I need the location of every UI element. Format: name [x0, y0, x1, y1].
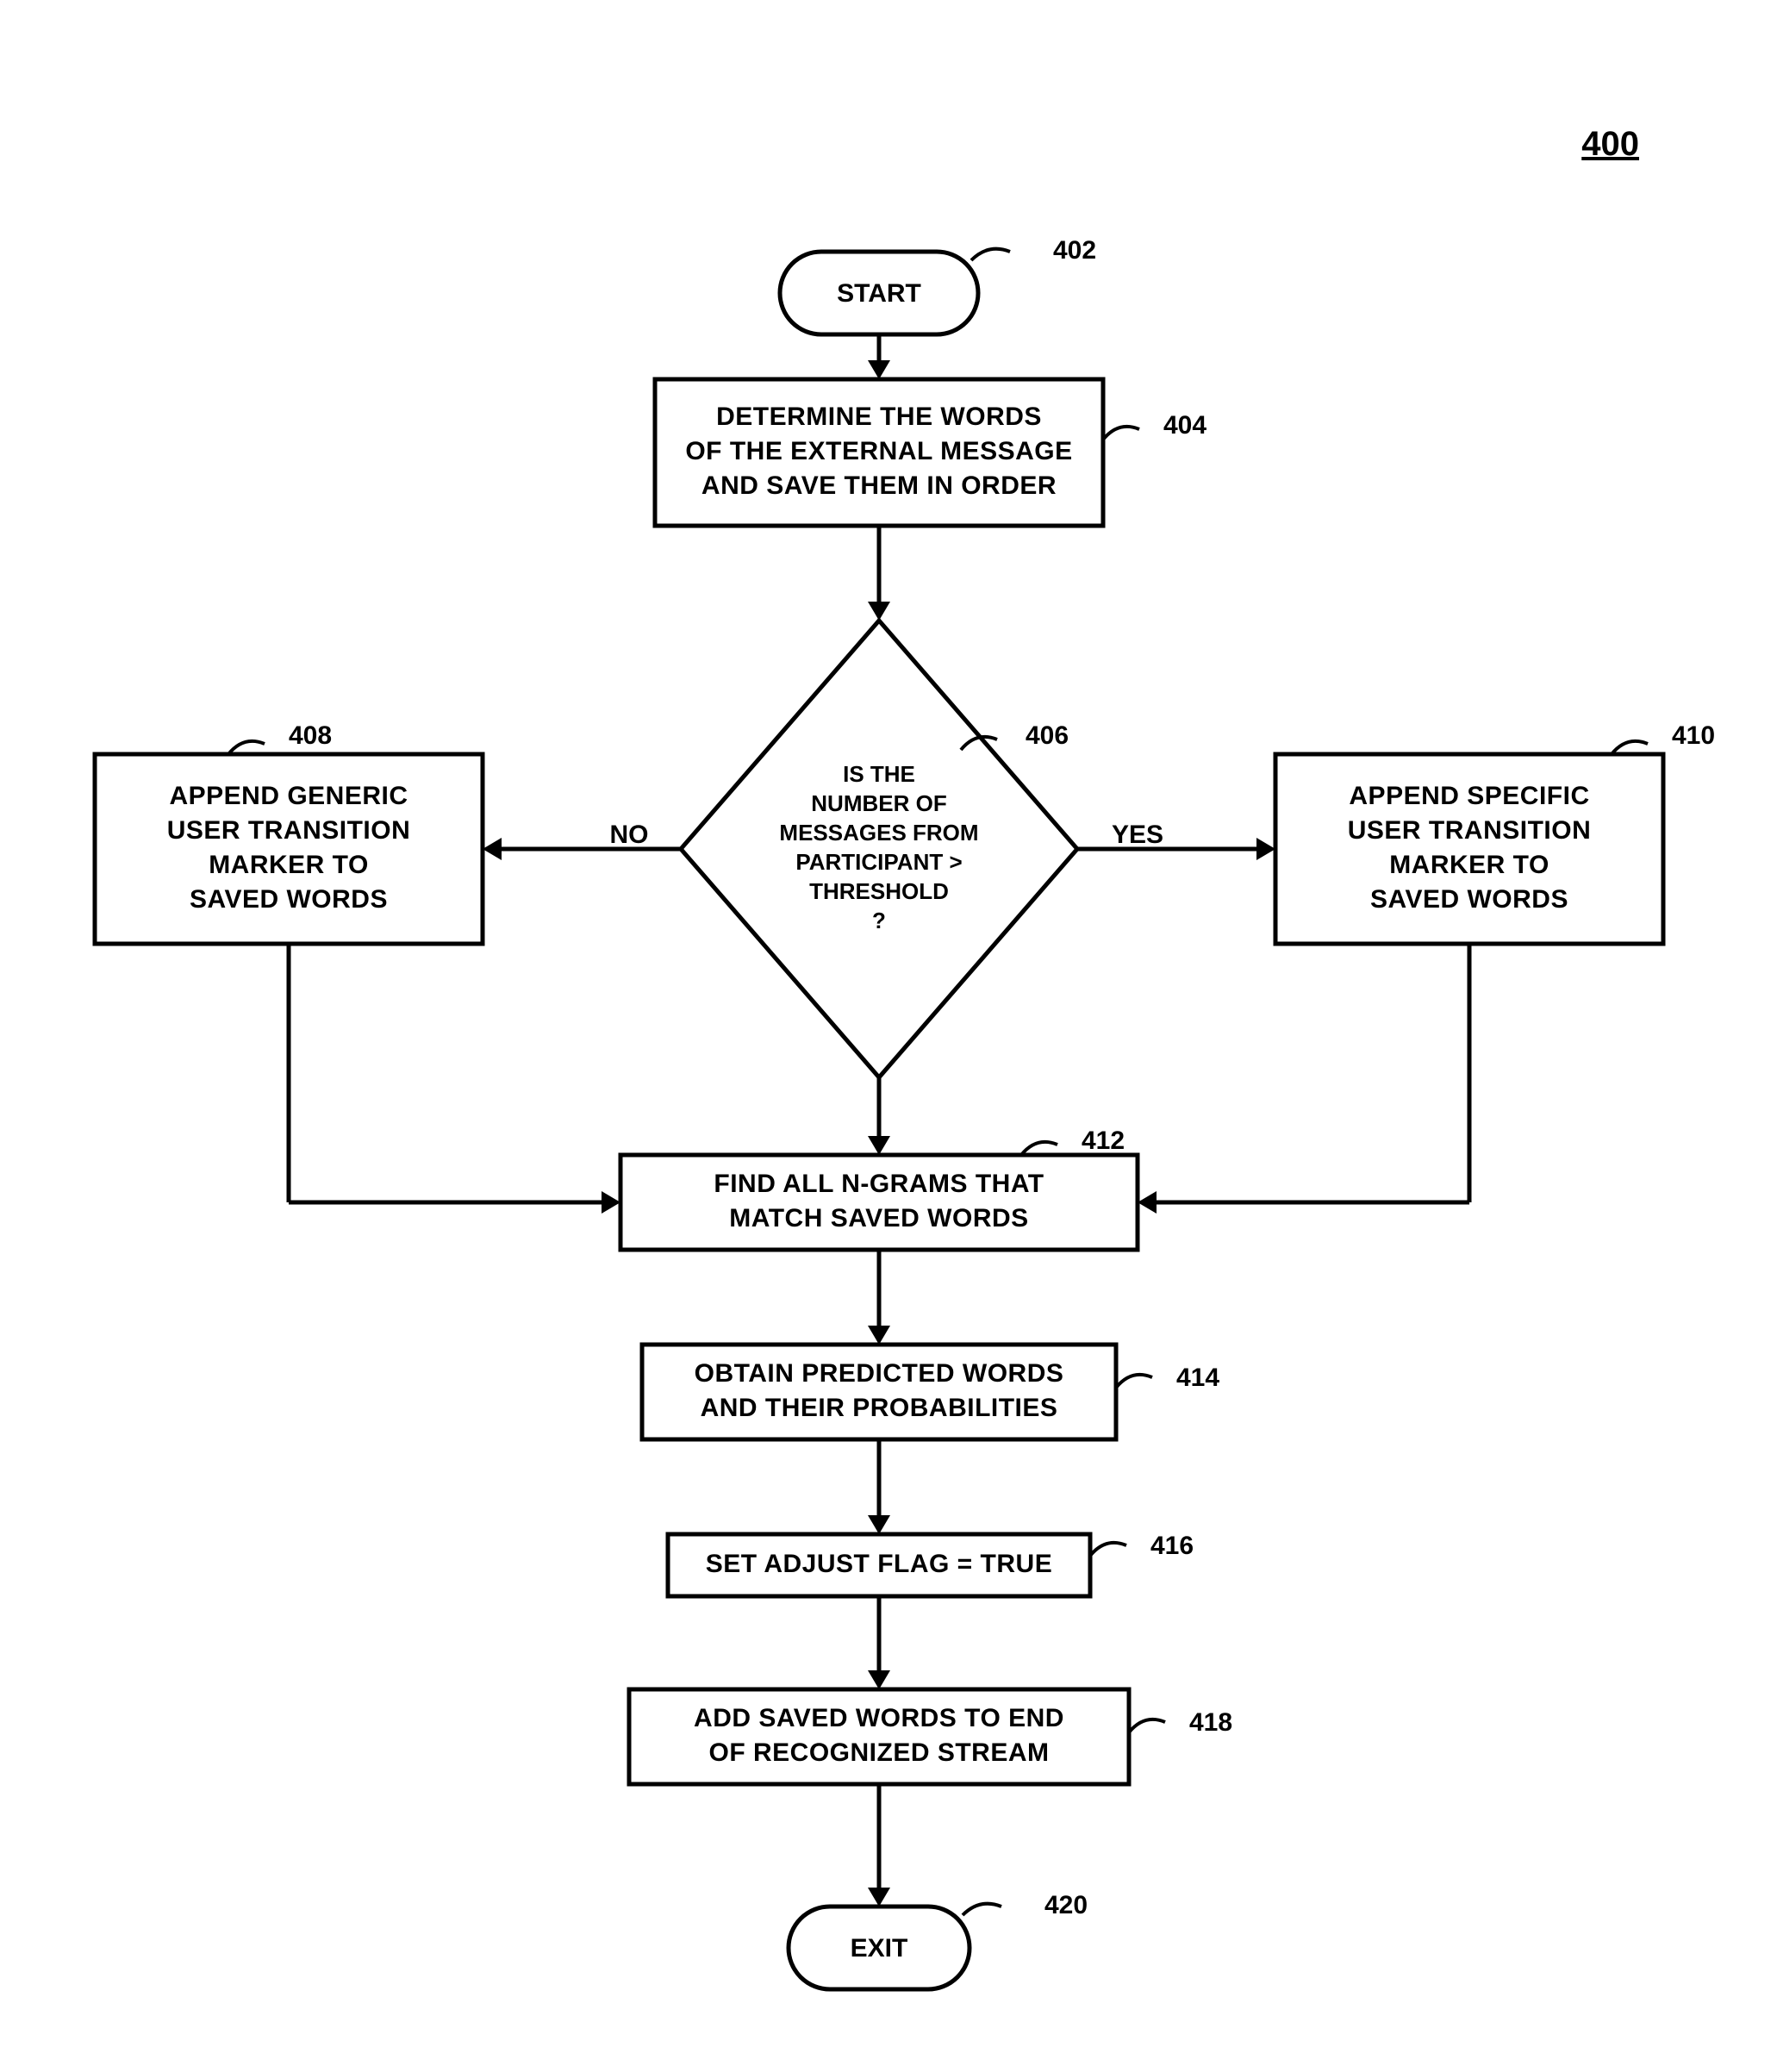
svg-text:YES: YES — [1112, 821, 1163, 849]
svg-text:APPEND SPECIFIC: APPEND SPECIFIC — [1349, 782, 1589, 810]
svg-text:AND THEIR PROBABILITIES: AND THEIR PROBABILITIES — [701, 1394, 1058, 1422]
svg-text:USER TRANSITION: USER TRANSITION — [167, 816, 411, 845]
svg-text:SET ADJUST FLAG = TRUE: SET ADJUST FLAG = TRUE — [706, 1550, 1052, 1578]
svg-text:THRESHOLD: THRESHOLD — [809, 878, 949, 904]
figure-number: 400 — [1581, 125, 1639, 163]
svg-text:412: 412 — [1082, 1126, 1125, 1155]
svg-text:416: 416 — [1150, 1532, 1194, 1560]
svg-text:MATCH SAVED WORDS: MATCH SAVED WORDS — [729, 1204, 1028, 1233]
svg-text:MARKER TO: MARKER TO — [209, 851, 369, 879]
svg-text:EXIT: EXIT — [851, 1934, 908, 1963]
svg-text:FIND ALL N-GRAMS THAT: FIND ALL N-GRAMS THAT — [714, 1170, 1044, 1198]
svg-text:SAVED WORDS: SAVED WORDS — [1370, 885, 1568, 914]
svg-text:AND SAVE THEM IN ORDER: AND SAVE THEM IN ORDER — [701, 471, 1057, 500]
svg-text:PARTICIPANT >: PARTICIPANT > — [795, 849, 962, 875]
svg-text:402: 402 — [1053, 236, 1096, 265]
svg-text:?: ? — [872, 908, 886, 933]
svg-text:USER TRANSITION: USER TRANSITION — [1348, 816, 1592, 845]
svg-text:NO: NO — [610, 821, 649, 849]
svg-text:APPEND GENERIC: APPEND GENERIC — [169, 782, 408, 810]
svg-text:IS THE: IS THE — [843, 761, 915, 787]
svg-text:START: START — [837, 279, 921, 308]
svg-text:ADD SAVED WORDS TO END: ADD SAVED WORDS TO END — [694, 1704, 1064, 1732]
svg-text:OF THE EXTERNAL MESSAGE: OF THE EXTERNAL MESSAGE — [685, 437, 1072, 465]
svg-text:406: 406 — [1026, 721, 1069, 750]
svg-text:420: 420 — [1044, 1891, 1088, 1919]
svg-text:DETERMINE THE WORDS: DETERMINE THE WORDS — [716, 403, 1042, 431]
svg-text:414: 414 — [1176, 1364, 1219, 1392]
svg-text:404: 404 — [1163, 411, 1206, 440]
svg-text:408: 408 — [289, 721, 332, 750]
svg-text:OBTAIN PREDICTED WORDS: OBTAIN PREDICTED WORDS — [695, 1359, 1064, 1388]
flowchart: 400 START 402 EXIT 420 DETERMINE THE WORDS OF … — [0, 0, 1777, 2072]
svg-text:NUMBER OF: NUMBER OF — [811, 790, 946, 816]
svg-text:MESSAGES FROM: MESSAGES FROM — [779, 820, 978, 846]
svg-text:MARKER TO: MARKER TO — [1389, 851, 1549, 879]
svg-text:SAVED WORDS: SAVED WORDS — [190, 885, 388, 914]
svg-text:418: 418 — [1189, 1708, 1232, 1737]
svg-text:OF RECOGNIZED STREAM: OF RECOGNIZED STREAM — [708, 1738, 1049, 1767]
svg-text:410: 410 — [1672, 721, 1715, 750]
